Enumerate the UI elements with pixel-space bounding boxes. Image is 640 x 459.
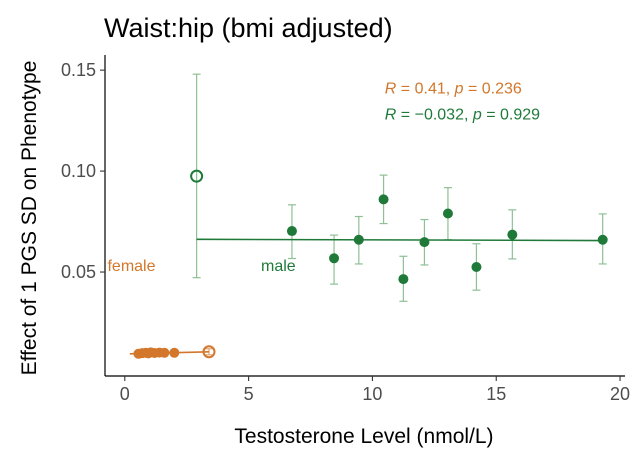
- male-point: [419, 237, 430, 248]
- male-point: [442, 208, 453, 219]
- x-tick-label: 20: [610, 384, 630, 404]
- female-point: [169, 347, 180, 358]
- male-point: [597, 234, 608, 245]
- female-point: [159, 347, 170, 358]
- plot-area: 0 5 10 15 20 0.05 0.10 0.15 female male R = 0.41, …: [61, 55, 630, 404]
- female-label: female: [107, 258, 155, 275]
- male-stats-annotation: R = −0.032, p = 0.929: [385, 107, 540, 124]
- x-axis-title: Testosterone Level (nmol/L): [234, 425, 493, 448]
- male-point: [507, 229, 518, 240]
- male-fit-line: [196, 238, 603, 242]
- male-point: [190, 169, 204, 183]
- x-tick-label: 5: [244, 384, 254, 404]
- y-tick-label: 0.05: [61, 262, 96, 282]
- male-point: [286, 226, 297, 237]
- x-tick-label: 10: [362, 384, 382, 404]
- male-point: [353, 234, 364, 245]
- chart-title: Waist:hip (bmi adjusted): [104, 13, 393, 43]
- male-point: [471, 261, 482, 272]
- male-point: [378, 194, 389, 205]
- y-tick-label: 0.10: [61, 161, 96, 181]
- y-axis-title: Effect of 1 PGS SD on Phenotype: [18, 61, 41, 376]
- female-point: [202, 345, 216, 359]
- x-tick-label: 0: [120, 384, 130, 404]
- y-tick-label: 0.15: [61, 60, 96, 80]
- male-point: [398, 274, 409, 285]
- x-tick-label: 15: [486, 384, 506, 404]
- male-point: [329, 253, 340, 264]
- female-stats-annotation: R = 0.41, p = 0.236: [385, 80, 522, 97]
- male-label: male: [261, 258, 296, 275]
